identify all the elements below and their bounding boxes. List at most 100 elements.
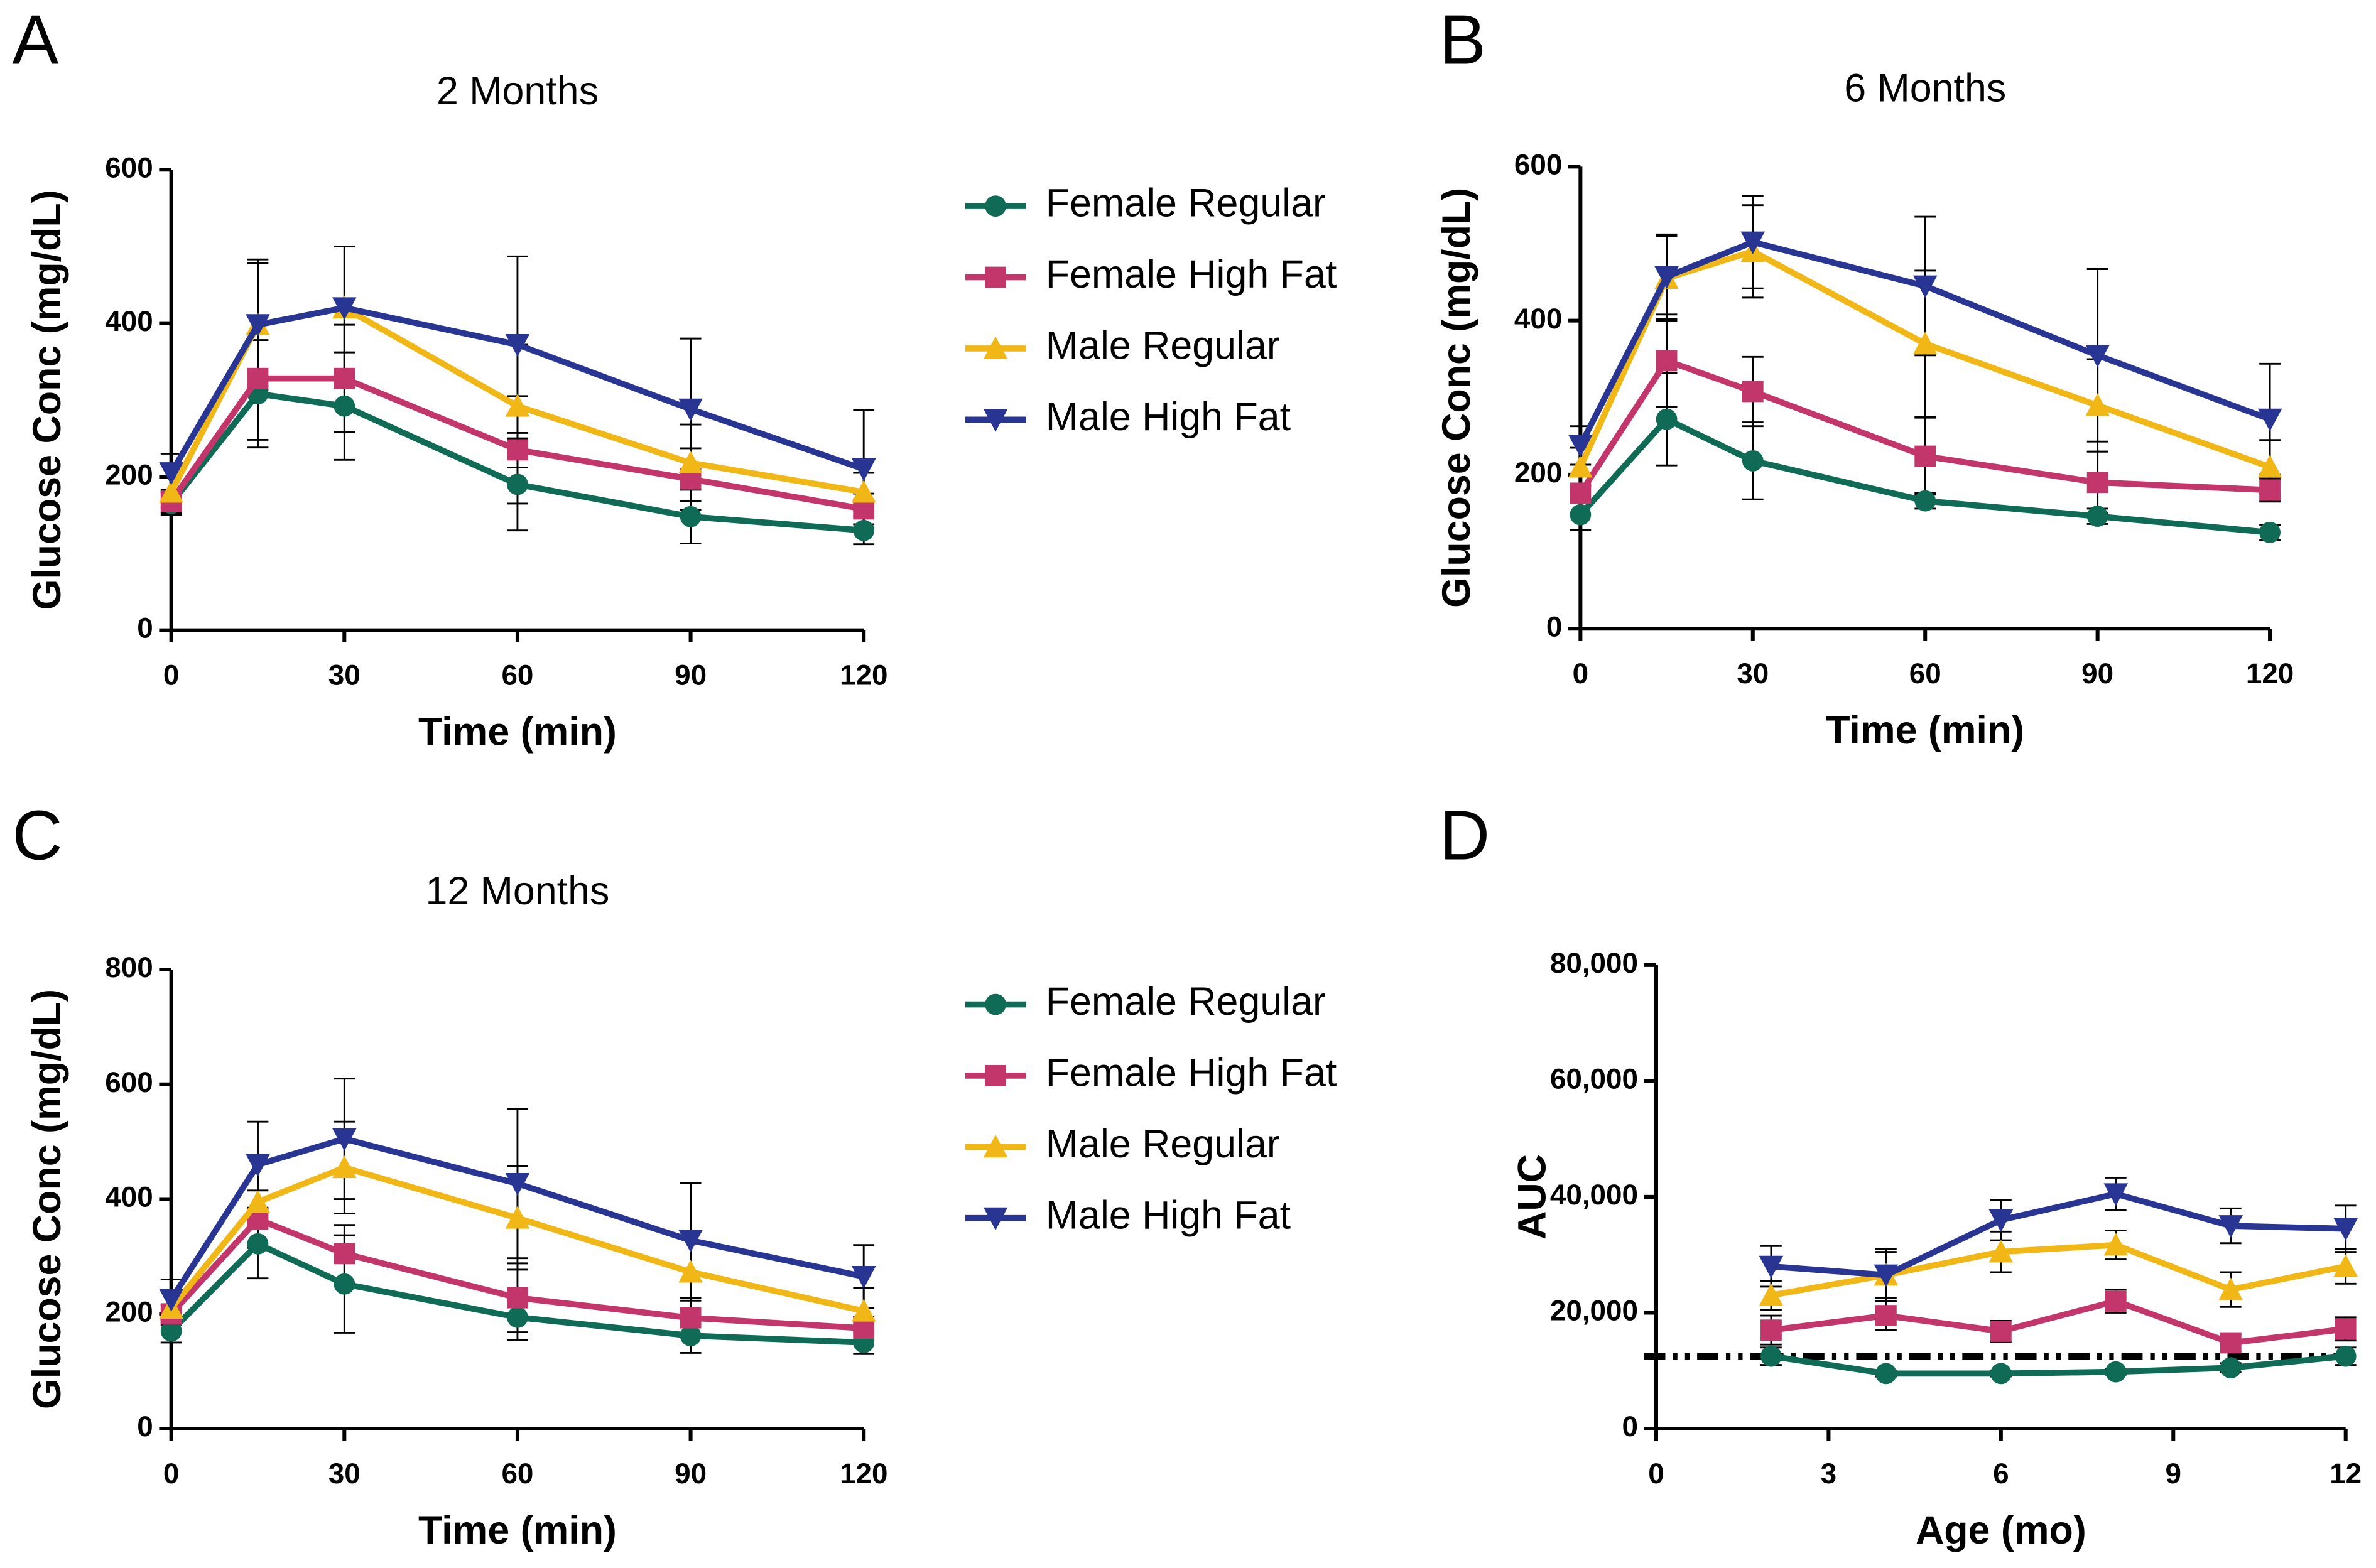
marker — [1874, 1264, 1899, 1287]
series-line — [1771, 1191, 2346, 1279]
panel-letter: D — [1440, 796, 1490, 874]
x-tick-label: 120 — [2246, 657, 2294, 689]
marker — [2086, 506, 2108, 527]
series-line — [168, 375, 865, 512]
marker — [1742, 450, 1764, 472]
marker — [2103, 1233, 2129, 1256]
marker — [1912, 275, 1938, 298]
marker — [334, 395, 355, 417]
marker — [1654, 266, 1679, 289]
series-line — [168, 305, 865, 475]
marker — [247, 1233, 269, 1255]
x-tick-label: 90 — [675, 659, 707, 691]
chart-title: 12 Months — [426, 869, 610, 913]
x-axis-label: Time (min) — [1826, 708, 2024, 752]
y-tick-label: 80,000 — [1550, 947, 1638, 979]
y-tick-label: 400 — [1514, 303, 1562, 335]
marker — [2257, 455, 2282, 478]
marker — [678, 1230, 703, 1253]
marker — [1760, 1319, 1782, 1341]
x-tick-label: 60 — [1909, 657, 1941, 689]
y-tick-label: 60,000 — [1550, 1062, 1638, 1095]
panel-letter: B — [1440, 1, 1486, 79]
marker — [159, 1289, 183, 1312]
marker — [160, 1320, 182, 1342]
x-tick-label: 120 — [840, 1457, 887, 1490]
marker — [1912, 332, 1938, 355]
y-tick-label: 200 — [1514, 457, 1562, 489]
y-tick-label: 400 — [105, 1181, 153, 1213]
y-tick-label: 800 — [105, 951, 153, 983]
marker — [1759, 1283, 1784, 1306]
chart-title: 6 Months — [1844, 66, 2006, 110]
marker — [680, 1325, 702, 1346]
legend-label: Female High Fat — [1046, 1051, 1337, 1095]
marker — [2220, 1332, 2242, 1354]
x-tick-label: 0 — [163, 1457, 180, 1490]
marker — [2103, 1183, 2129, 1206]
marker — [2218, 1215, 2243, 1238]
marker — [1656, 408, 1678, 430]
legend-label: Female Regular — [1046, 181, 1326, 225]
marker — [247, 367, 269, 389]
chart-title: 2 Months — [437, 69, 599, 113]
x-tick-label: 90 — [675, 1457, 707, 1490]
marker — [985, 993, 1006, 1015]
series-line — [1578, 357, 2270, 495]
y-axis-label: Glucose Conc (mg/dL) — [25, 190, 69, 610]
x-tick-label: 12 — [2330, 1457, 2362, 1490]
marker — [1760, 1345, 1782, 1367]
y-tick-label: 0 — [1622, 1410, 1639, 1442]
marker — [2218, 1277, 2243, 1300]
y-tick-label: 40,000 — [1550, 1179, 1638, 1211]
marker — [505, 1172, 530, 1196]
x-tick-label: 6 — [1993, 1457, 2009, 1490]
marker — [1759, 1255, 1784, 1279]
marker — [851, 1299, 876, 1322]
marker — [851, 1266, 876, 1289]
x-tick-label: 0 — [1648, 1457, 1664, 1490]
y-tick-label: 0 — [137, 1410, 153, 1442]
marker — [983, 1207, 1008, 1230]
x-tick-label: 0 — [1573, 657, 1589, 689]
series-line — [1771, 1353, 2346, 1377]
marker — [680, 1307, 702, 1329]
marker — [1875, 1363, 1897, 1385]
series-line — [168, 1164, 865, 1314]
series-line — [1771, 1241, 2346, 1299]
marker — [678, 1260, 703, 1283]
marker — [2105, 1290, 2127, 1312]
marker — [678, 450, 703, 474]
x-tick-label: 60 — [501, 659, 533, 691]
legend-label: Female Regular — [1046, 980, 1326, 1024]
marker — [678, 398, 703, 421]
marker — [1740, 231, 1766, 254]
x-tick-label: 0 — [163, 659, 180, 691]
legend-label: Male High Fat — [1046, 395, 1291, 439]
y-tick-label: 600 — [105, 151, 153, 183]
x-axis-label: Time (min) — [418, 710, 617, 754]
y-tick-label: 600 — [105, 1066, 153, 1098]
marker — [2335, 1318, 2357, 1340]
marker — [1570, 504, 1592, 526]
marker — [505, 394, 530, 417]
x-tick-label: 30 — [1737, 657, 1769, 689]
marker — [2335, 1345, 2357, 1367]
panel-letter: A — [12, 1, 58, 79]
x-tick-label: 60 — [501, 1457, 533, 1490]
x-tick-label: 30 — [328, 659, 361, 691]
x-tick-label: 120 — [840, 659, 887, 691]
marker — [985, 266, 1006, 288]
x-axis-label: Time (min) — [418, 1508, 617, 1552]
marker — [1568, 455, 1593, 478]
marker — [2105, 1361, 2127, 1383]
marker — [1914, 445, 1936, 467]
marker — [851, 480, 876, 503]
marker — [2259, 479, 2281, 501]
marker — [2333, 1254, 2358, 1277]
marker — [1570, 482, 1592, 504]
marker — [332, 1128, 357, 1151]
y-tick-label: 0 — [1546, 610, 1563, 642]
marker — [246, 1154, 270, 1177]
